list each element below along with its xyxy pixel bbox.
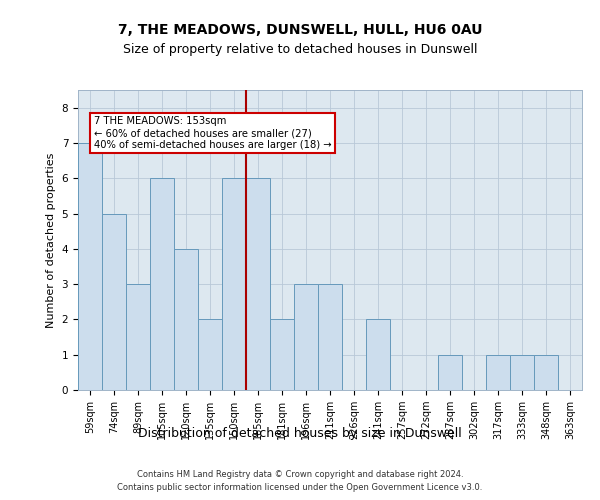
Bar <box>150 178 174 390</box>
Bar <box>270 320 294 390</box>
Bar <box>246 178 270 390</box>
Bar <box>174 249 198 390</box>
Bar <box>222 178 246 390</box>
Bar <box>438 354 462 390</box>
Bar <box>486 354 510 390</box>
Bar <box>78 143 102 390</box>
Text: 7 THE MEADOWS: 153sqm
← 60% of detached houses are smaller (27)
40% of semi-deta: 7 THE MEADOWS: 153sqm ← 60% of detached … <box>94 116 331 150</box>
Text: Contains HM Land Registry data © Crown copyright and database right 2024.: Contains HM Land Registry data © Crown c… <box>137 470 463 479</box>
Bar <box>294 284 318 390</box>
Text: Distribution of detached houses by size in Dunswell: Distribution of detached houses by size … <box>138 428 462 440</box>
Bar <box>126 284 150 390</box>
Bar <box>510 354 534 390</box>
Y-axis label: Number of detached properties: Number of detached properties <box>46 152 56 328</box>
Text: Size of property relative to detached houses in Dunswell: Size of property relative to detached ho… <box>123 42 477 56</box>
Text: Contains public sector information licensed under the Open Government Licence v3: Contains public sector information licen… <box>118 482 482 492</box>
Bar <box>318 284 342 390</box>
Bar <box>366 320 390 390</box>
Text: 7, THE MEADOWS, DUNSWELL, HULL, HU6 0AU: 7, THE MEADOWS, DUNSWELL, HULL, HU6 0AU <box>118 22 482 36</box>
Bar <box>534 354 558 390</box>
Bar <box>102 214 126 390</box>
Bar <box>198 320 222 390</box>
